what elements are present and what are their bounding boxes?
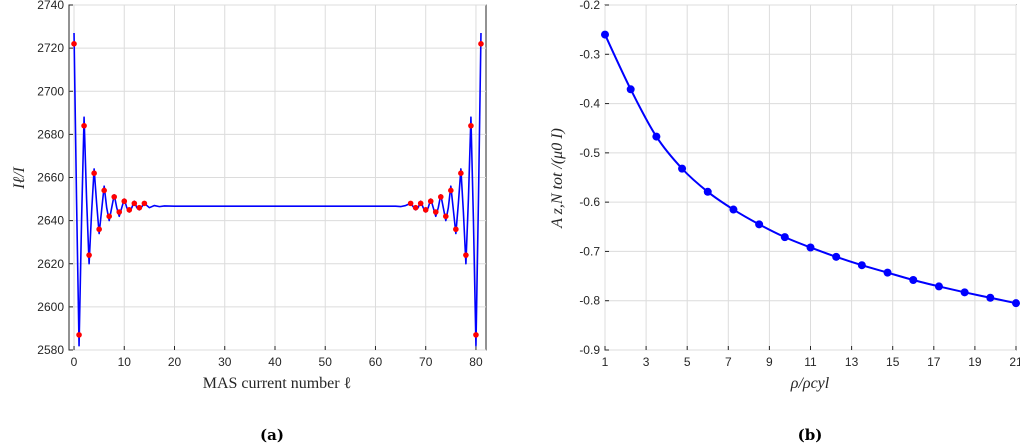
data-point-b: [652, 132, 661, 141]
data-point-a: [473, 332, 479, 338]
data-point-a: [126, 207, 133, 213]
x-tick-label: 3: [643, 355, 650, 369]
data-point-b: [857, 261, 866, 270]
y-tick-label: 2660: [37, 171, 64, 185]
y-tick-label: -0.3: [579, 47, 600, 61]
x-tick-label: 0: [71, 355, 78, 369]
data-point-b: [883, 268, 892, 277]
x-tick-label: 30: [218, 355, 232, 369]
y-tick-label: -0.6: [579, 195, 600, 209]
data-point-a: [427, 198, 434, 205]
data-point-b: [755, 220, 764, 229]
series-b: [601, 30, 1020, 308]
data-point-b: [909, 276, 918, 285]
data-point-a: [417, 200, 424, 207]
y-tick-label: -0.2: [579, 0, 600, 12]
data-point-b: [729, 205, 738, 214]
data-point-a: [432, 209, 439, 215]
data-point-a: [76, 332, 82, 338]
data-point-a: [121, 198, 128, 205]
data-point-a: [478, 41, 484, 47]
y-axis-label-a: Iℓ/I: [11, 166, 28, 189]
y-tick-label: 2680: [37, 127, 64, 141]
x-tick-label: 60: [369, 355, 383, 369]
x-tick-label: 17: [927, 355, 941, 369]
data-point-a: [453, 226, 459, 233]
y-tick-label: 2700: [37, 84, 64, 98]
y-tick-label: 2740: [37, 0, 64, 12]
y-tick-label: 2620: [37, 257, 64, 271]
data-point-a: [407, 200, 414, 207]
data-point-a: [437, 194, 444, 200]
series-a: [71, 33, 484, 347]
series-line-a: [73, 33, 482, 347]
data-point-a: [116, 209, 123, 215]
data-point-a: [101, 187, 107, 194]
x-tick-label: 9: [766, 355, 773, 369]
panel-a: 0 10 20 30 40 50 60 70 80 2580 2600 2620 2640 2660 268…: [11, 0, 487, 444]
y-tick-label: 2720: [37, 41, 64, 55]
data-point-b: [1012, 299, 1020, 308]
data-point-a: [96, 226, 102, 233]
data-point-b: [934, 282, 943, 291]
data-point-a: [458, 170, 464, 176]
y-tick-label: -0.9: [579, 343, 600, 357]
x-tick-label: 21: [1009, 355, 1020, 369]
data-point-a: [86, 252, 92, 258]
data-point-b: [626, 85, 635, 94]
ticks-a: 0 10 20 30 40 50 60 70 80 2580 2600 2620 2640 2660 268…: [37, 0, 483, 369]
x-axis-label-b: ρ/ρcyl: [790, 375, 830, 392]
data-point-a: [422, 207, 429, 213]
data-point-a: [131, 200, 138, 207]
y-axis-label-b: A z,N tot /(μ0 I): [549, 128, 566, 229]
y-tick-label: 2580: [37, 343, 64, 357]
data-point-a: [71, 41, 77, 47]
data-point-b: [806, 243, 815, 252]
data-point-a: [443, 213, 449, 220]
x-tick-label: 15: [886, 355, 900, 369]
data-point-a: [448, 187, 454, 194]
y-tick-label: -0.4: [579, 97, 600, 111]
panel-b: 1 3 5 7 9 11 13 15 17 19 21-0.9-0.8-0.7-0.6-0.5-0.…: [549, 0, 1020, 444]
data-point-a: [463, 252, 469, 258]
x-tick-label: 20: [168, 355, 182, 369]
y-tick-label: -0.7: [579, 244, 600, 258]
data-point-b: [986, 293, 995, 302]
data-point-a: [91, 170, 97, 176]
data-point-b: [960, 288, 969, 297]
data-point-b: [703, 187, 712, 196]
data-point-b: [832, 252, 841, 261]
x-tick-label: 40: [268, 355, 282, 369]
data-point-b: [601, 30, 609, 39]
y-tick-label: 2600: [37, 300, 64, 314]
y-tick-label: -0.8: [579, 294, 600, 308]
x-tick-label: 7: [725, 355, 732, 369]
grid-a: [69, 4, 486, 351]
data-point-a: [412, 204, 419, 211]
y-tick-label: -0.5: [579, 146, 600, 160]
x-axis-label-a: MAS current number ℓ: [203, 375, 352, 392]
caption-b: (b): [798, 426, 823, 444]
y-tick-label: 2640: [37, 214, 64, 228]
x-tick-label: 10: [118, 355, 132, 369]
data-point-a: [106, 213, 112, 220]
x-tick-label: 80: [469, 355, 483, 369]
data-point-a: [468, 122, 474, 129]
x-tick-label: 11: [804, 355, 817, 369]
caption-a: (a): [260, 426, 284, 444]
data-point-a: [111, 194, 118, 200]
x-tick-label: 1: [602, 355, 609, 369]
ticks-b: 1 3 5 7 9 11 13 15 17 19 21-0.9-0.8-0.7-0.6-0.5-0.…: [579, 0, 1020, 369]
data-point-b: [780, 233, 789, 242]
data-point-a: [141, 200, 148, 207]
data-point-a: [81, 122, 87, 129]
data-point-b: [678, 164, 687, 173]
data-point-a: [136, 204, 143, 211]
x-tick-label: 13: [845, 355, 859, 369]
x-tick-label: 70: [419, 355, 433, 369]
x-tick-label: 5: [684, 355, 691, 369]
x-tick-label: 50: [319, 355, 333, 369]
x-tick-label: 19: [968, 355, 982, 369]
